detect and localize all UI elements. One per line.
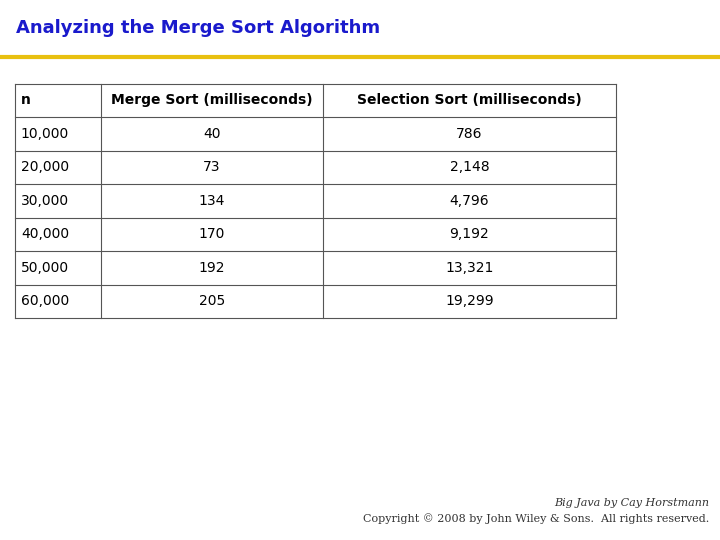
Text: Copyright © 2008 by John Wiley & Sons.  All rights reserved.: Copyright © 2008 by John Wiley & Sons. A… — [363, 513, 709, 524]
Text: 13,321: 13,321 — [445, 261, 494, 275]
Text: 40,000: 40,000 — [21, 227, 69, 241]
Text: Big Java by Cay Horstmann: Big Java by Cay Horstmann — [554, 497, 709, 508]
Text: 40: 40 — [203, 127, 220, 141]
Text: Analyzing the Merge Sort Algorithm: Analyzing the Merge Sort Algorithm — [16, 19, 380, 37]
Text: n: n — [21, 93, 31, 107]
Text: 786: 786 — [456, 127, 482, 141]
Text: 50,000: 50,000 — [21, 261, 69, 275]
Text: 30,000: 30,000 — [21, 194, 69, 208]
Text: 19,299: 19,299 — [445, 294, 494, 308]
Text: 10,000: 10,000 — [21, 127, 69, 141]
Text: 73: 73 — [203, 160, 220, 174]
Text: 205: 205 — [199, 294, 225, 308]
Text: 4,796: 4,796 — [449, 194, 490, 208]
Text: 2,148: 2,148 — [449, 160, 490, 174]
Text: Selection Sort (milliseconds): Selection Sort (milliseconds) — [357, 93, 582, 107]
Text: Merge Sort (milliseconds): Merge Sort (milliseconds) — [111, 93, 312, 107]
Text: 192: 192 — [199, 261, 225, 275]
Text: 9,192: 9,192 — [449, 227, 490, 241]
Text: 60,000: 60,000 — [21, 294, 69, 308]
Text: 20,000: 20,000 — [21, 160, 69, 174]
Text: 134: 134 — [199, 194, 225, 208]
Text: 170: 170 — [199, 227, 225, 241]
